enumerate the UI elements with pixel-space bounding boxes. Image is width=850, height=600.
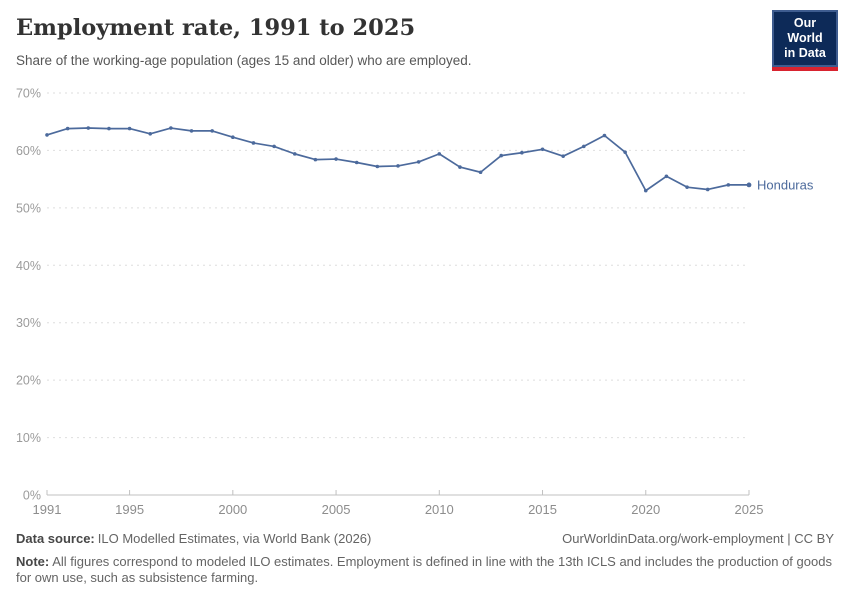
data-source-value: ILO Modelled Estimates, via World Bank (… <box>97 531 372 546</box>
data-point-2017[interactable] <box>582 144 586 149</box>
data-point-1999[interactable] <box>210 129 214 133</box>
data-point-2009[interactable] <box>416 160 421 164</box>
axis-labels: 0% 10% 20% 30% 40% 50% 60% 70% 1991 1995 2000 2005 2… <box>16 87 763 518</box>
chart-subtitle: Share of the working-age population (age… <box>16 53 472 68</box>
y-tick-label: 40% <box>16 259 41 273</box>
data-point-2018[interactable] <box>602 133 607 138</box>
line-honduras[interactable] <box>46 127 750 192</box>
data-point-2016[interactable] <box>561 154 565 158</box>
data-point-1993[interactable] <box>86 126 91 130</box>
data-point-2004[interactable] <box>313 157 318 162</box>
x-tick-label: 2000 <box>218 502 247 517</box>
x-tick-label: 2005 <box>322 502 351 517</box>
data-point-2007[interactable] <box>375 164 380 169</box>
data-point-1996[interactable] <box>148 131 153 136</box>
x-tick-label: 2010 <box>425 502 454 517</box>
x-tick-label: 2025 <box>735 502 764 517</box>
employment-line-chart[interactable]: 0% 10% 20% 30% 40% 50% 60% 70% 1991 1995 2000 2005 2… <box>0 80 850 525</box>
series-honduras[interactable]: Honduras <box>45 126 814 193</box>
owid-logo[interactable]: Our World in Data <box>772 10 838 71</box>
data-point-2014[interactable] <box>520 150 524 155</box>
data-point-2021[interactable] <box>664 174 669 179</box>
x-axis <box>46 490 750 496</box>
x-tick-label: 1995 <box>115 502 144 517</box>
data-point-2008[interactable] <box>396 164 400 168</box>
data-point-2010[interactable] <box>437 152 442 156</box>
y-tick-label: 20% <box>16 374 41 388</box>
data-point-2005[interactable] <box>334 157 338 161</box>
page-title: Employment rate, 1991 to 2025 <box>16 15 416 41</box>
data-point-2003[interactable] <box>292 152 297 156</box>
data-point-1997[interactable] <box>169 126 173 130</box>
data-point-2002[interactable] <box>272 144 276 149</box>
data-point-1991[interactable] <box>45 133 49 137</box>
data-point-2011[interactable] <box>458 165 462 169</box>
data-point-2006[interactable] <box>354 160 359 165</box>
y-tick-label: 0% <box>23 489 41 503</box>
data-point-1992[interactable] <box>65 126 70 131</box>
data-point-1995[interactable] <box>127 126 132 131</box>
data-point-2025[interactable] <box>746 182 752 188</box>
data-point-1998[interactable] <box>189 129 194 133</box>
attribution-link[interactable]: OurWorldinData.org/work-employment | CC … <box>562 531 834 546</box>
data-source-line: Data source: ILO Modelled Estimates, via … <box>16 531 371 547</box>
data-point-2012[interactable] <box>478 170 483 175</box>
note-text: All figures correspond to modeled ILO es… <box>16 554 832 585</box>
data-point-2023[interactable] <box>705 187 710 192</box>
chart-footer: Data source: ILO Modelled Estimates, via … <box>16 531 834 586</box>
data-point-1994[interactable] <box>107 126 111 131</box>
y-tick-label: 10% <box>16 431 41 445</box>
data-source-label: Data source: <box>16 531 95 546</box>
data-point-2000[interactable] <box>231 135 235 140</box>
data-point-2013[interactable] <box>499 153 504 158</box>
x-tick-label: 2020 <box>631 502 660 517</box>
y-tick-label: 50% <box>16 201 41 215</box>
data-point-2019[interactable] <box>623 150 627 154</box>
y-tick-label: 30% <box>16 316 41 330</box>
chart-area: 0% 10% 20% 30% 40% 50% 60% 70% 1991 1995 2000 2005 2… <box>0 80 850 525</box>
data-point-2022[interactable] <box>685 185 689 189</box>
note-label: Note: <box>16 554 50 569</box>
note-line: Note: All figures correspond to modeled I… <box>16 554 834 586</box>
y-tick-label: 60% <box>16 144 41 158</box>
y-tick-label: 70% <box>16 87 41 101</box>
data-point-2020[interactable] <box>643 188 648 193</box>
series-label-honduras: Honduras <box>757 177 814 192</box>
data-point-2001[interactable] <box>251 141 256 145</box>
owid-logo-text: Our World in Data <box>772 10 838 67</box>
data-point-2024[interactable] <box>726 183 731 187</box>
x-tick-label: 1991 <box>33 502 62 517</box>
gridlines <box>47 92 749 439</box>
x-tick-label: 2015 <box>528 502 557 517</box>
owid-logo-red-bar <box>772 67 838 71</box>
data-point-2015[interactable] <box>540 147 545 152</box>
